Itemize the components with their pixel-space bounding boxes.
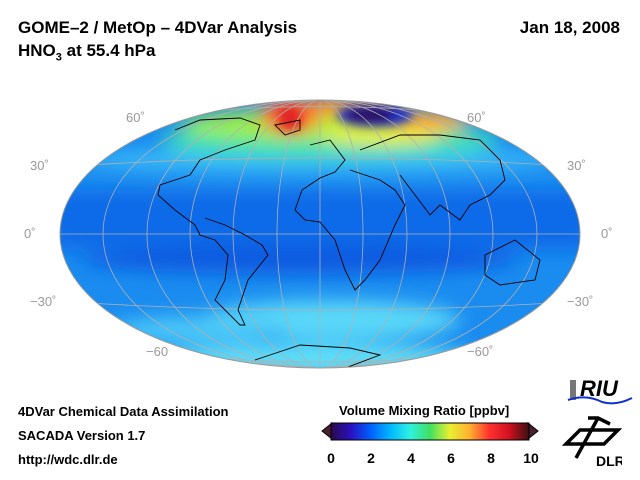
- colorbar-tick: 8: [487, 450, 495, 466]
- lat-label: 60˚: [126, 110, 145, 125]
- colorbar: [321, 421, 539, 441]
- dlr-logo-text: DLR: [596, 453, 622, 469]
- lat-label: 0˚: [24, 226, 36, 241]
- colorbar-title: Volume Mixing Ratio [ppbv]: [339, 403, 510, 418]
- species-name: HNO: [18, 41, 56, 60]
- lat-label: −60: [146, 344, 169, 359]
- footer-url[interactable]: http://wdc.dlr.de: [18, 452, 118, 467]
- lat-label: 0˚: [601, 226, 613, 241]
- date: Jan 18, 2008: [519, 18, 620, 37]
- data-field: [60, 100, 580, 368]
- colorbar-tick: 10: [523, 450, 539, 466]
- title-line-2: HNO3 at 55.4 hPa: [18, 41, 155, 63]
- riu-logo: RIU: [566, 372, 636, 413]
- lat-label: 30˚: [30, 158, 49, 173]
- dlr-logo: DLR: [561, 414, 625, 475]
- colorbar-tick: 6: [447, 450, 455, 466]
- riu-logo-text: RIU: [580, 376, 619, 401]
- colorbar-tick: 4: [407, 450, 415, 466]
- pressure-level: at 55.4 hPa: [61, 41, 156, 60]
- lat-label: 30˚: [567, 158, 586, 173]
- lat-label: −60˚: [467, 344, 494, 359]
- colorbar-tick: 0: [327, 450, 335, 466]
- coastlines: [157, 117, 541, 368]
- footer-line-2: SACADA Version 1.7: [18, 428, 146, 443]
- lat-label: −30˚: [30, 294, 57, 309]
- title-line-1: GOME–2 / MetOp – 4DVar Analysis: [18, 18, 298, 37]
- colorbar-tick: 2: [367, 450, 375, 466]
- footer-line-1: 4DVar Chemical Data Assimilation: [18, 404, 229, 419]
- lat-label: −30˚: [567, 294, 594, 309]
- species-subscript: 3: [55, 51, 62, 64]
- graticule: [60, 100, 580, 368]
- lat-label: 60˚: [467, 110, 486, 125]
